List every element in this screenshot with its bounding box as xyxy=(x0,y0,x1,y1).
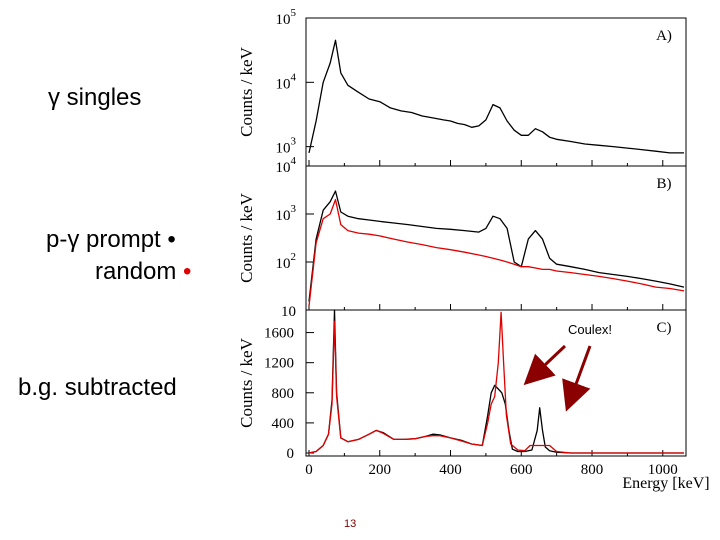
y-axis-label: Counts / keV xyxy=(237,192,256,282)
prompt-label: p-γ prompt • xyxy=(46,226,176,254)
series-line-0-0 xyxy=(308,39,684,154)
random-label-text: random xyxy=(95,258,177,285)
y-tick-label: 102 xyxy=(276,251,297,272)
y-tick-label: 104 xyxy=(276,71,297,92)
y-tick-label: 0 xyxy=(287,446,295,462)
y-tick-label: 400 xyxy=(272,416,295,432)
y-tick-label: 103 xyxy=(276,203,297,224)
y-axis-label: Counts / keV xyxy=(237,46,256,136)
panel-tag: C) xyxy=(657,320,672,336)
x-tick-label: 600 xyxy=(510,462,533,478)
series-line-1-0 xyxy=(308,190,685,302)
coulex-annotation: Coulex! xyxy=(568,322,612,337)
random-dot-icon: • xyxy=(183,258,192,285)
coulex-annotation-bg xyxy=(553,320,627,339)
y-axis-label: Counts / keV xyxy=(237,337,256,427)
gamma-singles-label: γ singles xyxy=(48,84,142,111)
random-label: random • xyxy=(95,258,191,286)
coulex-arrow xyxy=(523,344,567,386)
prompt-label-text: p-γ prompt xyxy=(46,226,161,253)
y-tick-label: 800 xyxy=(272,386,295,402)
x-axis-label: Energy [keV] xyxy=(622,475,709,492)
y-tick-label: 103 xyxy=(276,136,297,157)
y-tick-label: 105 xyxy=(276,7,297,28)
x-tick-label: 1000 xyxy=(648,462,678,478)
y-tick-label: 104 xyxy=(276,155,297,176)
x-tick-label: 0 xyxy=(305,462,313,478)
x-tick-label: 200 xyxy=(369,462,392,478)
slide-number: 13 xyxy=(344,518,357,530)
y-tick-label: 1600 xyxy=(264,326,294,342)
x-tick-label: 400 xyxy=(439,462,462,478)
x-tick-label: 800 xyxy=(581,462,604,478)
chart-frame xyxy=(305,17,687,457)
bg-subtracted-label: b.g. subtracted xyxy=(18,374,177,401)
prompt-dot-icon: • xyxy=(167,226,176,253)
y-tick-label: 1200 xyxy=(264,356,294,372)
panel-tag: B) xyxy=(657,176,672,192)
y-tick-label: 10 xyxy=(281,304,296,320)
coulex-arrow xyxy=(562,345,592,412)
panel-tag: A) xyxy=(656,28,672,44)
series-line-1-1 xyxy=(308,198,685,307)
series-line-2-1 xyxy=(308,311,684,454)
